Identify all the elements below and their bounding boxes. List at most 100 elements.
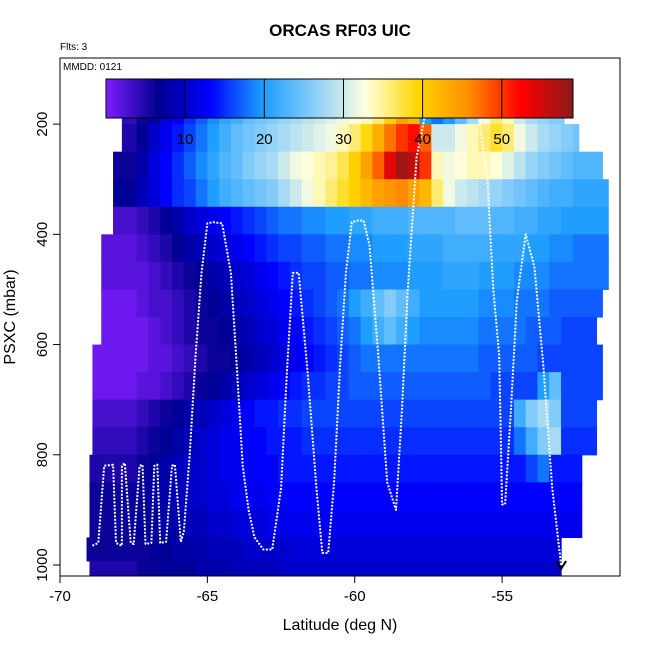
heatmap-cell bbox=[92, 344, 138, 373]
colorbar-tick-label: 50 bbox=[493, 131, 510, 148]
heatmap-cell bbox=[242, 509, 256, 539]
heatmap-cell bbox=[396, 124, 409, 153]
heatmap-cell bbox=[160, 427, 173, 456]
heatmap-cell bbox=[443, 427, 456, 456]
heatmap-cell bbox=[136, 427, 150, 456]
heatmap-cell bbox=[136, 289, 150, 318]
heatmap-cell bbox=[219, 372, 232, 401]
heatmap-cell bbox=[572, 317, 598, 346]
heatmap-cell bbox=[183, 206, 197, 235]
heatmap-cell bbox=[525, 399, 539, 428]
heatmap-cell bbox=[407, 151, 421, 180]
heatmap-cell bbox=[172, 317, 185, 346]
heatmap-cell bbox=[337, 261, 350, 291]
heatmap-cell bbox=[561, 482, 574, 511]
heatmap-cell bbox=[549, 179, 562, 208]
heatmap-cell bbox=[160, 344, 173, 373]
heatmap-cell bbox=[325, 482, 338, 511]
colorbar-tick-label: 30 bbox=[335, 131, 352, 148]
heatmap-cell bbox=[242, 454, 256, 483]
heatmap-cell bbox=[230, 289, 244, 318]
heatmap-cell bbox=[207, 206, 220, 235]
heatmap-cell bbox=[278, 454, 291, 483]
plot-frame bbox=[59, 57, 621, 577]
heatmap-cell bbox=[478, 206, 491, 235]
heatmap-cell bbox=[348, 151, 362, 180]
heatmap-cell bbox=[266, 151, 279, 180]
heatmap-cell bbox=[183, 317, 197, 346]
heatmap-cell bbox=[195, 537, 208, 562]
heatmap-cell bbox=[407, 560, 421, 576]
heatmap-cell bbox=[207, 482, 220, 511]
heatmap-cell bbox=[513, 427, 527, 456]
heatmap-cell bbox=[183, 427, 197, 456]
heatmap-cell bbox=[431, 344, 444, 373]
heatmap-cell bbox=[278, 261, 291, 291]
heatmap-cell bbox=[301, 289, 315, 318]
heatmap-cell bbox=[384, 537, 397, 562]
heatmap-cell bbox=[360, 372, 374, 401]
heatmap-cell bbox=[431, 234, 444, 263]
heatmap-cell bbox=[502, 372, 515, 401]
heatmap-cell bbox=[195, 289, 208, 318]
heatmap-cell bbox=[301, 234, 315, 263]
heatmap-cell bbox=[148, 206, 161, 235]
heatmap-cell bbox=[419, 372, 432, 401]
heatmap-cell bbox=[242, 206, 256, 235]
heatmap-cell bbox=[325, 124, 338, 153]
x-tick-label: -55 bbox=[491, 588, 513, 605]
heatmap-cell bbox=[419, 289, 432, 318]
heatmap-cell bbox=[183, 261, 197, 291]
heatmap-cell bbox=[325, 151, 338, 180]
heatmap-cell bbox=[572, 399, 598, 428]
heatmap-cell bbox=[396, 179, 409, 208]
heatmap-cell bbox=[266, 234, 279, 263]
heatmap-cell bbox=[490, 427, 503, 456]
heatmap-cell bbox=[419, 124, 432, 153]
heatmap-cell bbox=[431, 261, 444, 291]
heatmap-cell bbox=[207, 372, 220, 401]
heatmap-cell bbox=[431, 509, 444, 539]
colorbar-tick-label: 40 bbox=[414, 131, 431, 148]
y-tick-label: 400 bbox=[34, 222, 51, 247]
heatmap-cell bbox=[266, 344, 279, 373]
heatmap-cell bbox=[195, 482, 208, 511]
heatmap-cell bbox=[478, 234, 491, 263]
heatmap-cell bbox=[160, 151, 173, 180]
heatmap-cell bbox=[207, 560, 220, 576]
heatmap-cell bbox=[183, 151, 197, 180]
heatmap-cell bbox=[172, 151, 185, 180]
heatmap-cell bbox=[478, 317, 491, 346]
heatmap-cell bbox=[230, 124, 244, 153]
x-tick-label: -65 bbox=[197, 588, 219, 605]
heatmap-cell bbox=[313, 537, 326, 562]
heatmap-cell bbox=[207, 289, 220, 318]
heatmap-cell bbox=[525, 317, 539, 346]
heatmap-cell bbox=[384, 124, 397, 153]
heatmap-cell bbox=[325, 399, 338, 428]
heatmap-cell bbox=[289, 289, 303, 318]
heatmap-cell bbox=[490, 179, 503, 208]
heatmap-cell bbox=[572, 427, 598, 456]
heatmap-cell bbox=[254, 151, 267, 180]
heatmap-cell bbox=[313, 234, 326, 263]
heatmap-cell bbox=[490, 151, 503, 180]
heatmap-cell bbox=[419, 560, 432, 576]
heatmap-cell bbox=[561, 372, 574, 401]
heatmap-cell bbox=[466, 560, 480, 576]
heatmap-cell bbox=[443, 289, 456, 318]
heatmap-cell bbox=[490, 124, 503, 153]
heatmap-cell bbox=[384, 151, 397, 180]
heatmap-cell bbox=[525, 206, 539, 235]
heatmap-cell bbox=[207, 399, 220, 428]
heatmap-cell bbox=[183, 124, 197, 153]
heatmap-cell bbox=[431, 537, 444, 562]
heatmap-cell bbox=[113, 206, 138, 235]
heatmap-cell bbox=[183, 344, 197, 373]
heatmap-cell bbox=[325, 372, 338, 401]
heatmap-cell bbox=[549, 206, 562, 235]
heatmap-cell bbox=[148, 560, 161, 576]
heatmap-cell bbox=[396, 289, 409, 318]
heatmap-cell bbox=[278, 124, 291, 153]
heatmap-cell bbox=[384, 560, 397, 576]
